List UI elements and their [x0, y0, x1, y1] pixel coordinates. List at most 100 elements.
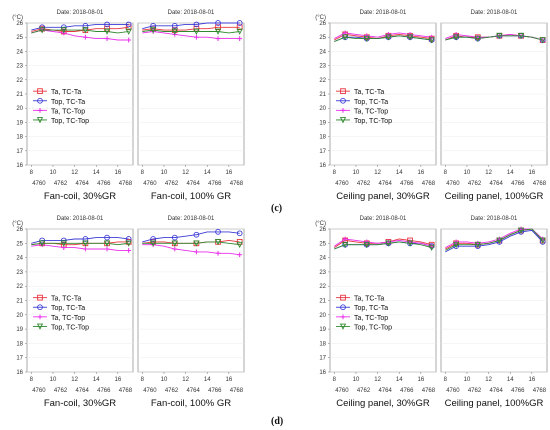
data-point	[171, 22, 178, 29]
legend-label: Ta, TC-Top	[51, 108, 85, 115]
legend-label: Ta, TC-Top	[51, 315, 85, 322]
data-point	[517, 227, 525, 234]
x-tick-step-label: 4768	[422, 181, 436, 187]
data-point	[39, 240, 46, 247]
x-tick-step-label: 4764	[186, 388, 200, 394]
x-tick-hour-label: 10	[161, 377, 168, 383]
x-tick-hour-label: 12	[182, 377, 189, 383]
series-line	[31, 23, 129, 31]
x-tick-step-label: 4760	[32, 388, 46, 394]
series-line	[445, 229, 544, 253]
x-tick-hour-label: 12	[374, 170, 381, 176]
y-axis-label: (°C)	[12, 15, 23, 21]
legend-label: Top, TC-Top	[51, 324, 89, 331]
data-point	[125, 240, 132, 247]
series-line	[31, 244, 129, 251]
series-line	[31, 242, 129, 246]
series-line	[142, 29, 240, 34]
data-point	[82, 240, 89, 247]
legend-swatch-marker	[340, 314, 346, 320]
x-tick-hour-label: 16	[529, 170, 536, 176]
data-point	[215, 36, 221, 42]
x-tick-step-label: 4760	[143, 388, 157, 394]
x-tick-hour-label: 12	[182, 170, 189, 176]
series-line	[31, 237, 129, 244]
data-point	[453, 239, 459, 245]
x-tick-hour-label: 8	[333, 377, 337, 383]
x-tick-step-label: 4764	[378, 388, 392, 394]
panel-caption: Ceiling panel, 30%GR	[336, 398, 430, 409]
data-point	[194, 34, 199, 40]
y-tick-label: 26	[16, 227, 23, 233]
data-point	[237, 36, 243, 42]
data-point	[150, 236, 156, 242]
x-tick-step-label: 4768	[119, 181, 133, 187]
data-point	[385, 240, 392, 247]
y-axis-label: (°C)	[315, 15, 326, 21]
figure-label-c: (c)	[271, 203, 283, 214]
legend-label: Top, TC-Ta	[51, 99, 85, 106]
data-point	[215, 250, 221, 256]
data-point	[104, 36, 110, 42]
x-tick-hour-label: 12	[485, 170, 492, 176]
panel-date-title: Date: 2018-08-01	[168, 216, 215, 222]
x-tick-step-label: 4760	[446, 388, 460, 394]
data-point	[60, 240, 67, 247]
legend-label: Ta, TC-Ta	[354, 296, 384, 303]
data-point	[104, 234, 110, 241]
x-tick-hour-label: 14	[396, 170, 403, 176]
data-point	[539, 37, 546, 44]
y-tick-label: 19	[16, 120, 23, 126]
data-point	[342, 34, 349, 41]
data-point	[82, 236, 89, 242]
x-tick-step-label: 4760	[143, 181, 157, 187]
data-point	[406, 34, 414, 41]
legend-label: Top, TC-Ta	[51, 305, 85, 312]
y-tick-label: 20	[16, 313, 23, 319]
y-tick-label: 16	[319, 163, 326, 169]
legend-label: Top, TC-Top	[354, 118, 392, 125]
data-point	[496, 237, 503, 244]
data-point	[104, 246, 110, 252]
series-line	[142, 26, 240, 31]
y-tick-label: 26	[319, 21, 326, 27]
x-tick-hour-label: 8	[30, 170, 34, 176]
data-point	[60, 237, 67, 244]
legend-label: Ta, TC-Ta	[354, 89, 384, 96]
figure-label-d: (d)	[271, 416, 284, 427]
x-tick-step-label: 4762	[165, 181, 179, 187]
x-tick-hour-label: 12	[485, 377, 492, 383]
x-tick-hour-label: 10	[464, 377, 471, 383]
y-tick-label: 23	[16, 270, 23, 276]
y-tick-label: 22	[319, 78, 326, 84]
x-tick-step-label: 4766	[208, 181, 222, 187]
legend-swatch-marker	[37, 314, 43, 320]
data-point	[236, 230, 243, 237]
series-line	[445, 228, 544, 248]
data-point	[237, 252, 243, 258]
x-tick-step-label: 4764	[378, 181, 392, 187]
legend-label: Top, TC-Ta	[354, 305, 388, 312]
x-tick-hour-label: 12	[71, 377, 78, 383]
x-tick-step-label: 4766	[511, 181, 525, 187]
legend-swatch-marker	[340, 304, 346, 311]
y-tick-label: 17	[319, 149, 326, 155]
x-tick-step-label: 4764	[186, 181, 200, 187]
x-tick-step-label: 4762	[468, 388, 482, 394]
x-tick-hour-label: 8	[30, 377, 34, 383]
y-tick-label: 25	[319, 35, 326, 41]
data-point	[385, 34, 392, 41]
panel-caption: Fan-coil, 100% GR	[151, 191, 231, 202]
legend-swatch-marker	[340, 88, 346, 95]
y-tick-label: 16	[16, 370, 23, 376]
x-tick-hour-label: 12	[71, 170, 78, 176]
y-tick-label: 23	[319, 270, 326, 276]
series-line	[334, 32, 432, 39]
x-tick-step-label: 4762	[357, 181, 371, 187]
data-point	[82, 27, 89, 34]
y-tick-label: 23	[319, 64, 326, 70]
series-line	[31, 29, 129, 41]
x-tick-hour-label: 14	[507, 170, 514, 176]
data-point	[363, 241, 370, 249]
